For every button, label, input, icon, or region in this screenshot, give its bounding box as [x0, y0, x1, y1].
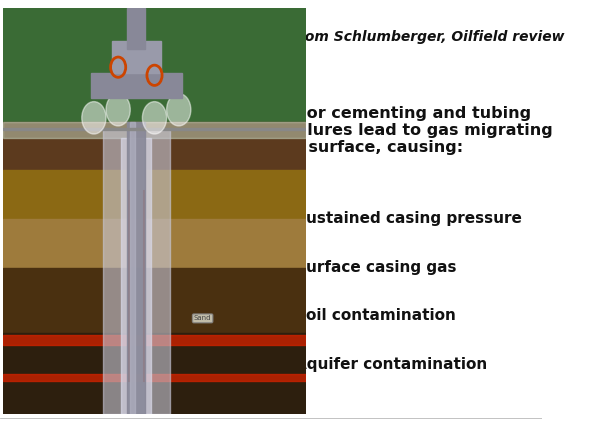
Circle shape: [82, 102, 106, 134]
Text: From Schlumberger, Oilfield review: From Schlumberger, Oilfield review: [290, 30, 565, 43]
FancyBboxPatch shape: [5, 249, 96, 274]
Text: Aquifer contamination: Aquifer contamination: [295, 357, 487, 372]
Circle shape: [142, 102, 167, 134]
Bar: [3, 333, 306, 414]
Bar: [3, 219, 306, 268]
Text: Poor cementing and tubing
failures lead to gas migrating
to surface, causing:: Poor cementing and tubing failures lead …: [284, 106, 553, 155]
Bar: [130, 122, 135, 414]
Circle shape: [106, 94, 130, 126]
Text: Tubing Leak: Tubing Leak: [105, 358, 179, 371]
Text: Sustained casing pressure: Sustained casing pressure: [295, 211, 522, 226]
FancyBboxPatch shape: [121, 283, 202, 318]
Text: Soil contamination: Soil contamination: [295, 308, 456, 323]
Bar: [3, 8, 306, 122]
Circle shape: [167, 94, 191, 126]
Bar: [127, 8, 145, 49]
Bar: [3, 122, 306, 138]
Text: Poor mud
displacement: Poor mud displacement: [8, 287, 93, 314]
Bar: [3, 374, 306, 381]
Bar: [127, 122, 145, 414]
Text: Microannulus: Microannulus: [9, 255, 92, 268]
Bar: [3, 128, 306, 130]
Text: Sand: Sand: [194, 315, 211, 322]
Bar: [112, 41, 161, 73]
Bar: [3, 122, 306, 170]
Bar: [121, 138, 151, 414]
Bar: [3, 170, 306, 219]
Bar: [103, 130, 170, 414]
Bar: [3, 268, 306, 333]
Bar: [91, 73, 182, 97]
Text: Surface casing gas: Surface casing gas: [295, 260, 457, 275]
FancyBboxPatch shape: [5, 283, 96, 318]
Bar: [3, 335, 306, 345]
FancyBboxPatch shape: [101, 352, 183, 377]
Text: Cement not
Gas tight: Cement not Gas tight: [125, 287, 198, 314]
